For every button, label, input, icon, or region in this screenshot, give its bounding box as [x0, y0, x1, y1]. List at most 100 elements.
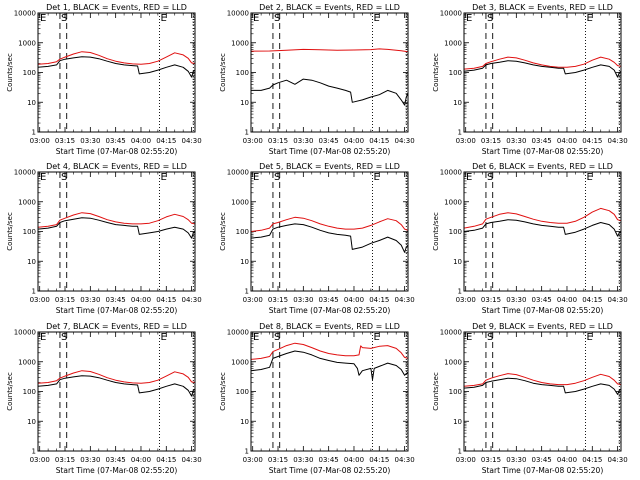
- y-tick-label: 10: [240, 418, 249, 426]
- y-tick-label: 1000: [231, 198, 249, 206]
- y-tick-label: 100: [449, 228, 462, 236]
- x-tick-label: 03:00: [456, 296, 476, 304]
- marker-label: E: [40, 13, 46, 24]
- x-tick-label: 03:45: [532, 137, 552, 145]
- x-tick-label: 03:15: [481, 456, 501, 464]
- y-axis-label: Counts/sec: [432, 53, 440, 92]
- x-tick-label: 04:15: [582, 456, 602, 464]
- y-tick-label: 1000: [18, 358, 36, 366]
- x-tick-label: 03:45: [532, 456, 552, 464]
- x-tick-label: 03:00: [243, 137, 263, 145]
- x-tick-label: 03:15: [481, 296, 501, 304]
- plot-frame: [37, 12, 196, 133]
- x-tick-label: 03:45: [106, 296, 126, 304]
- y-tick-label: 10: [453, 258, 462, 266]
- x-tick-label: 03:45: [106, 137, 126, 145]
- x-tick-label: 03:15: [268, 456, 288, 464]
- x-axis-label: Start Time (07-Mar-08 02:55:20): [269, 306, 391, 315]
- series-line-events: [37, 375, 196, 397]
- series-line-events: [463, 219, 622, 237]
- series-line-lld: [250, 216, 409, 232]
- marker-label: E: [374, 13, 380, 24]
- marker-label: E: [587, 13, 593, 24]
- series-line-events: [251, 78, 409, 106]
- y-tick-label: 1: [32, 288, 36, 296]
- detector-panel: Det 4, BLACK = Events, RED = LLD Counts/s…: [6, 162, 202, 315]
- marker-label: E: [40, 172, 46, 183]
- x-tick-label: 03:00: [30, 137, 50, 145]
- x-tick-label: 03:15: [55, 137, 75, 145]
- x-tick-label: 04:00: [131, 296, 151, 304]
- marker-label: S: [61, 13, 67, 24]
- series-line-events: [250, 350, 409, 381]
- plot-frame: [250, 331, 409, 452]
- x-tick-label: 04:00: [557, 456, 577, 464]
- x-tick-label: 04:00: [131, 456, 151, 464]
- plot-frame: [250, 171, 409, 292]
- x-tick-label: 04:15: [156, 137, 176, 145]
- series-line-lld: [37, 370, 196, 384]
- marker-label: S: [274, 332, 280, 343]
- x-tick-label: 03:15: [268, 137, 288, 145]
- y-axis-label: Counts/sec: [6, 372, 14, 411]
- panel-title: Det 2, BLACK = Events, RED = LLD: [259, 3, 400, 12]
- x-tick-label: 04:15: [369, 456, 389, 464]
- y-tick-label: 100: [449, 388, 462, 396]
- marker-label: E: [40, 332, 46, 343]
- y-tick-label: 1000: [18, 39, 36, 47]
- detector-panel: Det 8, BLACK = Events, RED = LLD Counts/s…: [219, 322, 415, 475]
- x-tick-label: 03:15: [55, 456, 75, 464]
- x-tick-label: 04:15: [156, 296, 176, 304]
- x-tick-label: 03:00: [456, 456, 476, 464]
- y-axis-label: Counts/sec: [219, 212, 227, 251]
- plot-frame: [250, 12, 409, 133]
- y-tick-label: 1000: [444, 198, 462, 206]
- panel-grid: Det 1, BLACK = Events, RED = LLD Counts/s…: [6, 3, 628, 475]
- marker-label: E: [161, 172, 167, 183]
- x-tick-label: 03:45: [319, 137, 339, 145]
- x-tick-label: 03:30: [506, 137, 526, 145]
- x-tick-label: 04:30: [182, 456, 202, 464]
- y-tick-label: 10: [453, 418, 462, 426]
- x-tick-label: 04:00: [344, 137, 364, 145]
- y-tick-label: 10000: [440, 329, 462, 337]
- x-tick-label: 04:30: [395, 137, 415, 145]
- x-axis-label: Start Time (07-Mar-08 02:55:20): [269, 147, 391, 156]
- x-tick-label: 04:15: [369, 137, 389, 145]
- y-tick-label: 10: [240, 99, 249, 107]
- y-tick-label: 10: [240, 258, 249, 266]
- y-tick-label: 100: [23, 69, 36, 77]
- panel-title: Det 8, BLACK = Events, RED = LLD: [259, 322, 400, 331]
- y-tick-label: 1: [245, 288, 249, 296]
- series-line-events: [463, 377, 622, 395]
- panel-title: Det 5, BLACK = Events, RED = LLD: [259, 162, 400, 171]
- y-tick-label: 100: [23, 228, 36, 236]
- x-tick-label: 03:30: [293, 456, 313, 464]
- y-tick-label: 10000: [14, 169, 36, 177]
- y-tick-label: 1: [458, 448, 462, 456]
- y-tick-label: 100: [236, 69, 249, 77]
- y-tick-label: 10000: [227, 169, 249, 177]
- y-tick-label: 1000: [444, 39, 462, 47]
- marker-label: E: [253, 13, 259, 24]
- marker-label: S: [61, 172, 67, 183]
- x-tick-label: 03:45: [319, 456, 339, 464]
- marker-label: S: [61, 332, 67, 343]
- plot-frame: [463, 171, 622, 292]
- y-tick-label: 100: [23, 388, 36, 396]
- y-tick-label: 10000: [440, 10, 462, 18]
- panel-title: Det 7, BLACK = Events, RED = LLD: [46, 322, 187, 331]
- x-tick-label: 04:00: [344, 296, 364, 304]
- panel-title: Det 3, BLACK = Events, RED = LLD: [472, 3, 613, 12]
- x-tick-label: 03:30: [293, 296, 313, 304]
- x-tick-label: 03:15: [481, 137, 501, 145]
- y-tick-label: 1: [245, 448, 249, 456]
- y-tick-label: 1: [458, 288, 462, 296]
- x-tick-label: 03:15: [55, 296, 75, 304]
- panel-title: Det 6, BLACK = Events, RED = LLD: [472, 162, 613, 171]
- y-axis-label: Counts/sec: [6, 212, 14, 251]
- x-tick-label: 03:45: [532, 296, 552, 304]
- x-tick-label: 03:15: [268, 296, 288, 304]
